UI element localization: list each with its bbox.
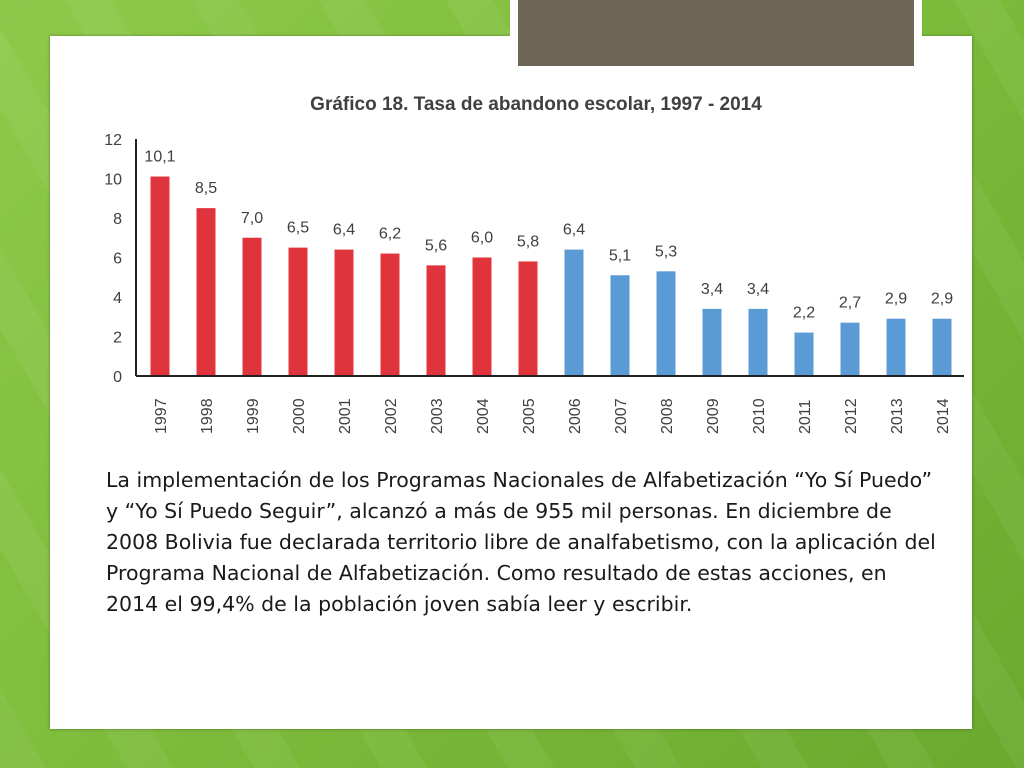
y-tick-label: 2 [113, 330, 122, 347]
value-label: 2,7 [839, 295, 861, 312]
x-tick-label: 2004 [475, 398, 492, 434]
y-tick-label: 10 [104, 172, 122, 189]
x-axis-labels: 1997 1998 1999 2000 2001 2002 2003 2004 2005 2006… [153, 398, 952, 434]
bar-2001 [334, 249, 354, 376]
top-tab-panel [518, 0, 914, 66]
bar-2010 [748, 308, 768, 376]
value-label: 3,4 [701, 281, 723, 298]
bar-2003 [426, 265, 446, 376]
bar-2000 [288, 247, 308, 376]
value-label: 6,5 [287, 220, 309, 237]
y-tick-label: 8 [113, 211, 122, 228]
x-tick-label: 1999 [245, 398, 262, 434]
slide-card [50, 36, 972, 729]
y-tick-label: 0 [113, 369, 122, 386]
x-tick-label: 2014 [935, 398, 952, 434]
bar-2002 [380, 253, 400, 376]
value-label: 6,0 [471, 230, 493, 247]
y-axis-ticks: 0 2 4 6 8 10 12 [104, 132, 122, 386]
bars-group [150, 176, 952, 376]
x-tick-label: 2003 [429, 398, 446, 434]
value-label: 5,3 [655, 243, 677, 260]
bar-2008 [656, 271, 676, 376]
bar-2013 [886, 318, 906, 376]
x-tick-label: 2013 [889, 398, 906, 434]
bar-2007 [610, 275, 630, 376]
x-tick-label: 1997 [153, 398, 170, 434]
bar-1999 [242, 237, 262, 376]
value-label: 2,9 [931, 291, 953, 308]
x-tick-label: 2009 [705, 398, 722, 434]
bar-2005 [518, 261, 538, 376]
y-tick-label: 12 [104, 132, 122, 149]
bar-2012 [840, 322, 860, 376]
value-labels-group: 10,1 8,5 7,0 6,5 6,4 6,2 5,6 6,0 5,8 6,4 5,1 5,3 3,4… [144, 149, 953, 322]
bar-2011 [794, 332, 814, 376]
bar-2014 [932, 318, 952, 376]
x-tick-label: 2008 [659, 398, 676, 434]
value-label: 6,2 [379, 226, 401, 243]
value-label: 2,2 [793, 305, 815, 322]
bar-chart: Gráfico 18. Tasa de abandono escolar, 19… [104, 94, 964, 434]
x-tick-label: 2012 [843, 398, 860, 434]
value-label: 5,8 [517, 233, 539, 250]
value-label: 5,1 [609, 247, 631, 264]
value-label: 10,1 [144, 149, 175, 166]
x-tick-label: 2005 [521, 398, 538, 434]
bar-2006 [564, 249, 584, 376]
x-tick-label: 2000 [291, 398, 308, 434]
x-tick-label: 2001 [337, 398, 354, 434]
chart-title: Gráfico 18. Tasa de abandono escolar, 19… [310, 94, 762, 115]
x-tick-label: 2002 [383, 398, 400, 434]
x-tick-label: 2006 [567, 398, 584, 434]
value-label: 7,0 [241, 210, 263, 227]
value-label: 6,4 [333, 222, 355, 239]
bar-1998 [196, 208, 216, 376]
y-tick-label: 4 [113, 290, 122, 307]
y-tick-label: 6 [113, 251, 122, 268]
value-label: 6,4 [563, 222, 585, 239]
x-tick-label: 2010 [751, 398, 768, 434]
description-paragraph: La implementación de los Programas Nacio… [106, 468, 936, 616]
value-label: 8,5 [195, 180, 217, 197]
x-tick-label: 2011 [797, 399, 814, 434]
value-label: 3,4 [747, 281, 769, 298]
x-tick-label: 1998 [199, 398, 216, 434]
value-label: 5,6 [425, 237, 447, 254]
bar-2004 [472, 257, 492, 376]
x-tick-label: 2007 [613, 398, 630, 434]
bar-1997 [150, 176, 170, 376]
bar-2009 [702, 308, 722, 376]
value-label: 2,9 [885, 291, 907, 308]
